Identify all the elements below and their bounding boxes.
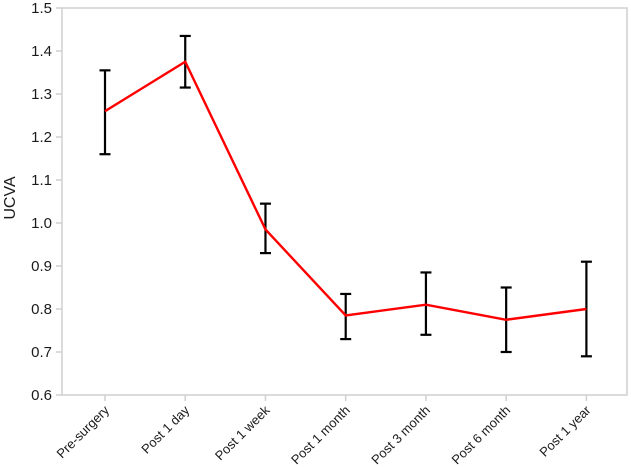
x-tick-label: Post 1 day [138,402,192,456]
y-tick-label: 1.3 [31,86,52,103]
y-tick-label: 0.6 [31,387,52,404]
plot-area-border [61,7,628,396]
y-axis-title: UCVA [2,176,19,220]
y-tick-label: 1.2 [31,129,52,146]
y-tick-label: 1.4 [31,43,52,60]
y-tick-label: 0.8 [31,301,52,318]
x-tick-label: Post 1 week [212,402,273,463]
y-tick-label: 0.9 [31,258,52,275]
y-tick-label: 1.1 [31,172,52,189]
x-tick-label: Pre-surgery [53,402,112,461]
plot-border [61,7,628,396]
x-tick-label: Post 6 month [449,403,514,467]
x-tick-label: Post 1 year [536,402,594,460]
data-series [99,34,592,358]
x-tick-label: Post 3 month [368,403,433,467]
y-tick-label: 1.0 [31,215,52,232]
y-tick-label: 0.7 [31,344,52,361]
ucva-series-line [104,60,587,321]
error-bar-0 [99,69,111,156]
y-tick-label: 1.5 [31,0,52,17]
x-axis-ticks: Pre-surgery Post 1 day Post 1 week Post 1 m… [53,395,594,467]
x-tick-label: Post 1 month [288,403,353,467]
y-axis-ticks: 0.6 0.7 0.8 0.9 1.0 1.1 1.2 1.3 1.4 1.5 [31,0,62,404]
